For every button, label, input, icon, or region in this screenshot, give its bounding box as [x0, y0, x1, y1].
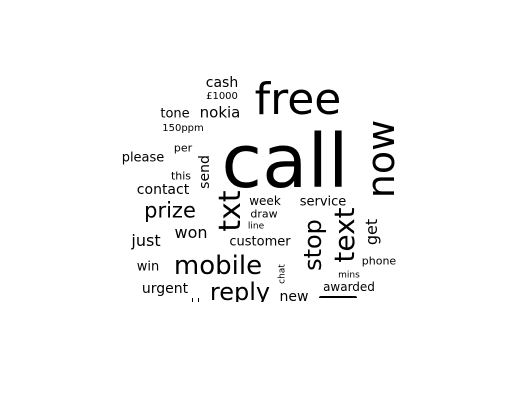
- word-won: won: [174, 223, 208, 242]
- word-now: now: [359, 119, 403, 199]
- word-stop: stop: [299, 219, 327, 271]
- word-prize: prize: [144, 198, 196, 223]
- word-mins: mins: [338, 270, 360, 281]
- word-chat: chat: [277, 264, 288, 284]
- word-win: win: [136, 259, 160, 275]
- clipped-word-fragment: [319, 296, 357, 302]
- word-call: call: [221, 119, 349, 205]
- word-get: get: [362, 218, 381, 246]
- word-per: per: [173, 141, 193, 155]
- word-customer: customer: [229, 234, 291, 250]
- word-reply: reply: [209, 278, 271, 302]
- word-new: new: [279, 289, 309, 302]
- word-pound1000: £1000: [206, 91, 238, 102]
- word-line: line: [247, 221, 265, 232]
- word-phone: phone: [361, 254, 397, 268]
- word-150ppm: 150ppm: [162, 123, 204, 134]
- word-urgent: urgent: [141, 281, 189, 297]
- word-text: text: [328, 207, 361, 263]
- word-this: this: [170, 169, 192, 183]
- word-awarded: awarded: [323, 280, 375, 294]
- word-txt: txt: [213, 190, 248, 232]
- word-free: free: [254, 74, 342, 125]
- word-contact: contact: [136, 182, 190, 198]
- word-mobile: mobile: [173, 251, 263, 281]
- word-tone: tone: [160, 106, 190, 122]
- word-week: week: [249, 194, 281, 208]
- word-send: send: [197, 155, 213, 189]
- word-cloud-visible-area: call free now txt text stop mobile reply…: [121, 74, 403, 302]
- word-cash: cash: [205, 75, 239, 91]
- word-service: service: [299, 194, 347, 210]
- word-draw: draw: [250, 207, 278, 221]
- word-nokia: nokia: [199, 103, 241, 122]
- clipped-word-fragment-small: [192, 298, 199, 302]
- word-just: just: [131, 231, 161, 250]
- word-please: please: [121, 150, 165, 166]
